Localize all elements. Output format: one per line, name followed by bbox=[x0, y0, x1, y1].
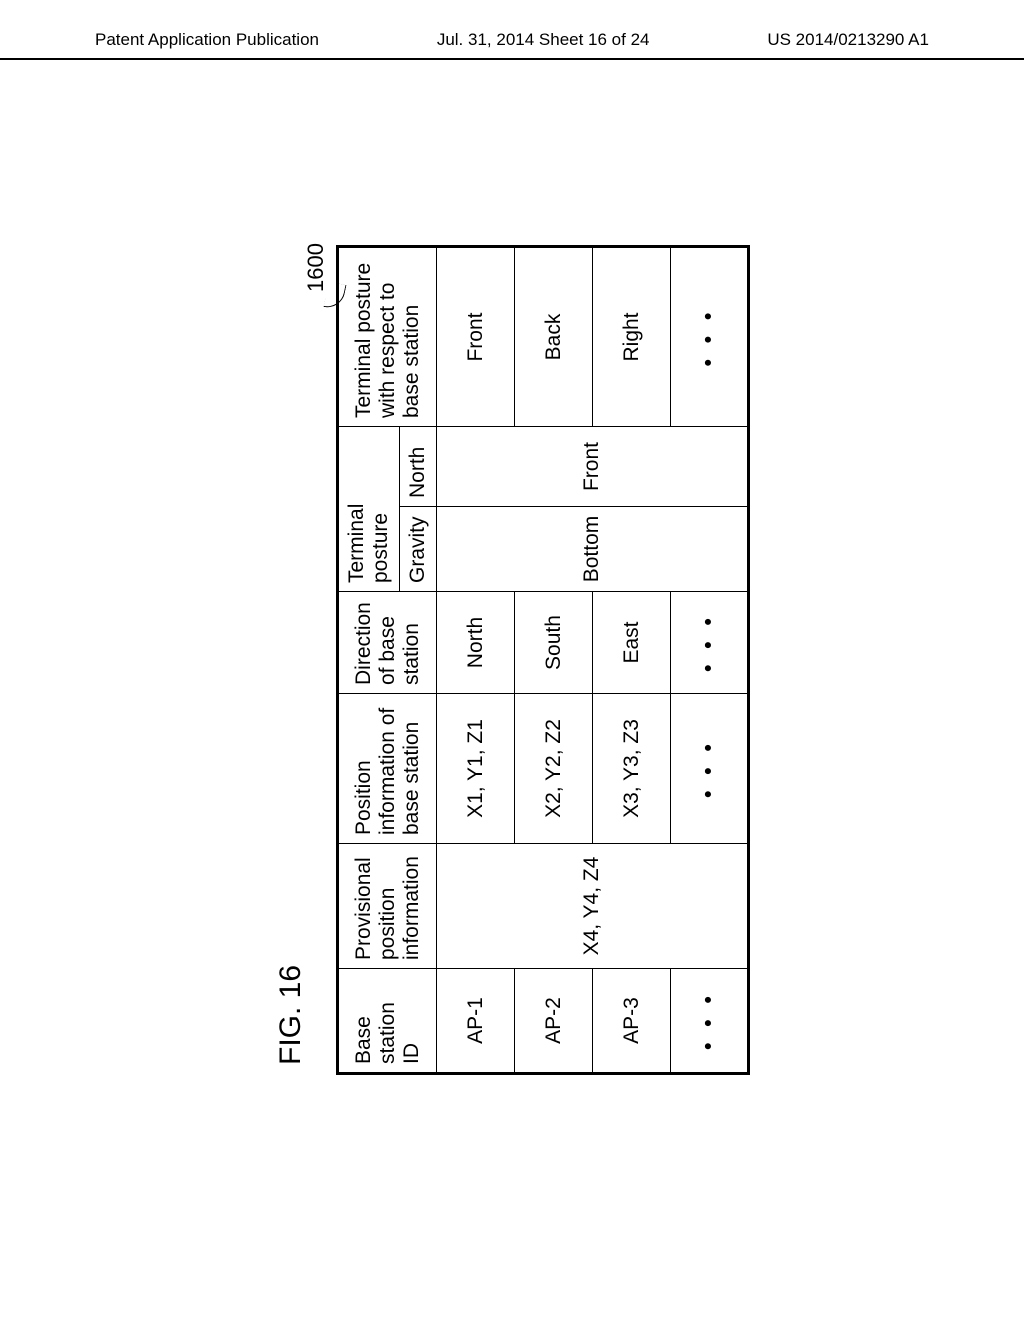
header-center: Jul. 31, 2014 Sheet 16 of 24 bbox=[437, 30, 650, 50]
cell-pos: X2, Y2, Z2 bbox=[515, 694, 593, 844]
th-gravity: Gravity bbox=[400, 507, 437, 592]
th-base-station-id: Base station ID bbox=[338, 969, 437, 1074]
th-terminal-posture: Terminal posture bbox=[338, 427, 400, 592]
th-terminal-posture-base: Terminal posture with respect to base st… bbox=[338, 247, 437, 427]
cell-term: Right bbox=[593, 247, 671, 427]
cell-ellipsis: • • • bbox=[671, 247, 749, 427]
figure-label: FIG. 16 bbox=[274, 245, 308, 1065]
th-north: North bbox=[400, 427, 437, 507]
reference-callout: 1600 Base station ID Provisional positio… bbox=[336, 245, 750, 1075]
figure-content: FIG. 16 1600 Base station ID Provisional… bbox=[274, 245, 750, 1075]
cell-term: Front bbox=[437, 247, 515, 427]
cell-dir: South bbox=[515, 592, 593, 694]
cell-gravity: Bottom bbox=[437, 507, 749, 592]
reference-number: 1600 bbox=[303, 243, 329, 292]
th-provisional: Provisional position information bbox=[338, 844, 437, 969]
cell-term: Back bbox=[515, 247, 593, 427]
cell-ellipsis: • • • bbox=[671, 969, 749, 1074]
cell-dir: East bbox=[593, 592, 671, 694]
cell-ellipsis: • • • bbox=[671, 694, 749, 844]
header-left: Patent Application Publication bbox=[95, 30, 319, 50]
th-position-info: Position information of base station bbox=[338, 694, 437, 844]
data-table: Base station ID Provisional position inf… bbox=[336, 245, 750, 1075]
cell-id: AP-2 bbox=[515, 969, 593, 1074]
page-header: Patent Application Publication Jul. 31, … bbox=[0, 0, 1024, 60]
cell-pos: X1, Y1, Z1 bbox=[437, 694, 515, 844]
cell-id: AP-1 bbox=[437, 969, 515, 1074]
cell-ellipsis: • • • bbox=[671, 592, 749, 694]
th-direction: Direction of base station bbox=[338, 592, 437, 694]
cell-dir: North bbox=[437, 592, 515, 694]
table-row: AP-1 X4, Y4, Z4 X1, Y1, Z1 North Bottom … bbox=[437, 247, 515, 1074]
cell-provisional: X4, Y4, Z4 bbox=[437, 844, 749, 969]
cell-north: Front bbox=[437, 427, 749, 507]
cell-pos: X3, Y3, Z3 bbox=[593, 694, 671, 844]
cell-id: AP-3 bbox=[593, 969, 671, 1074]
header-right: US 2014/0213290 A1 bbox=[767, 30, 929, 50]
